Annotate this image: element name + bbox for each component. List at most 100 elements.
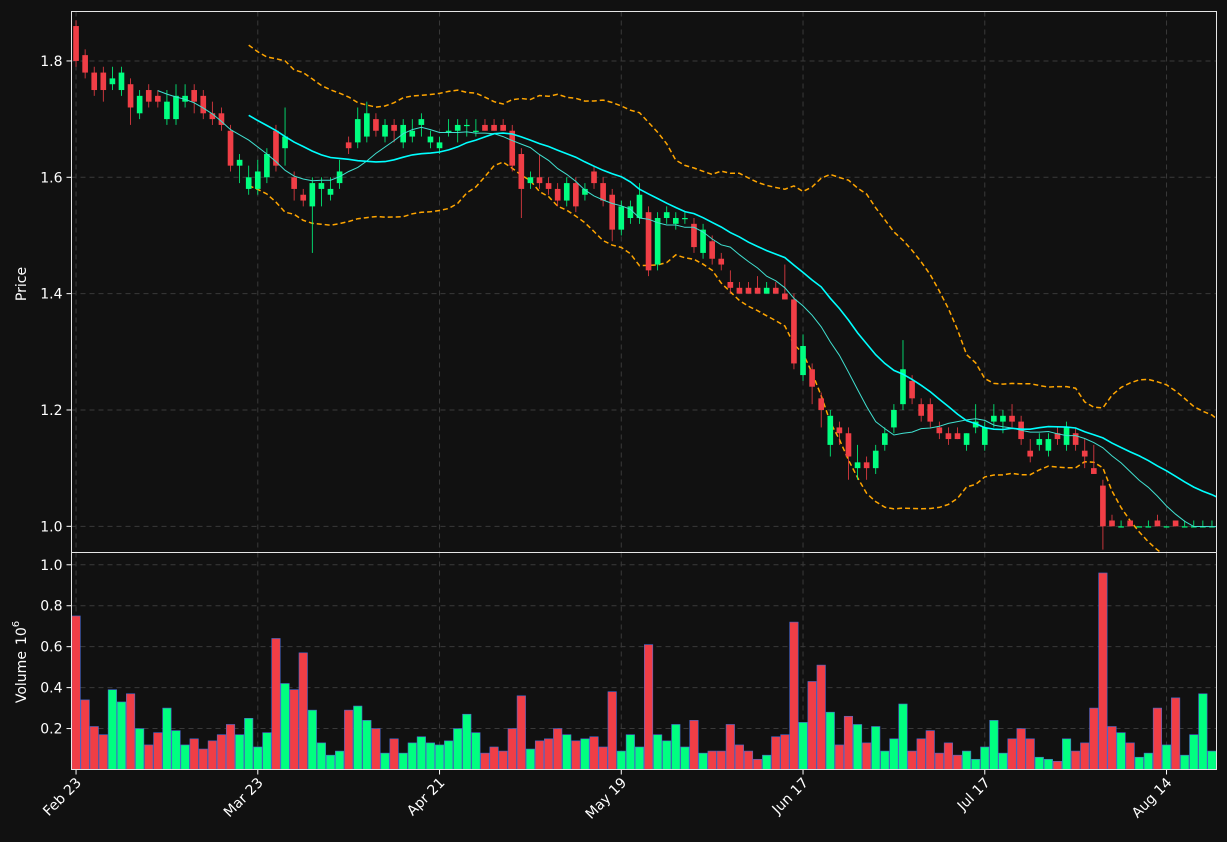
volume-bar	[1098, 572, 1108, 770]
price-tick-label: 1.4	[40, 287, 62, 303]
candle-body	[382, 124, 388, 137]
candle-body	[209, 113, 216, 120]
volume-bar	[534, 740, 545, 770]
volume-bar	[725, 724, 735, 770]
volume-bar	[771, 736, 781, 770]
volume-bar	[780, 734, 790, 770]
volume-bar	[643, 644, 654, 770]
volume-bar	[1198, 693, 1208, 770]
candle-body	[1027, 450, 1034, 457]
candle-body	[364, 113, 370, 137]
volume-bar	[625, 734, 635, 770]
volume-bar	[880, 750, 890, 770]
volume-bar	[498, 750, 508, 770]
candle-body	[900, 369, 906, 405]
candle-body	[645, 212, 652, 271]
volume-bar	[434, 744, 445, 770]
volume-bar	[562, 734, 572, 770]
candle-body	[672, 218, 679, 224]
volume-bar	[862, 742, 872, 770]
candle-body	[881, 433, 888, 445]
volume-bar	[1180, 754, 1190, 770]
volume-bar	[244, 718, 254, 770]
volume-bar	[289, 689, 299, 770]
volume-bar	[1143, 752, 1153, 770]
volume-bar	[998, 752, 1008, 770]
volume-bar	[1107, 726, 1117, 770]
candle-body	[354, 119, 361, 143]
volume-bar	[389, 738, 399, 770]
volume-bar	[898, 703, 908, 770]
candle-body	[454, 124, 461, 131]
volume-bar	[207, 740, 217, 770]
volume-bar	[344, 709, 354, 770]
candle-body	[1163, 526, 1170, 528]
candle-body	[291, 177, 297, 189]
volume-bar	[980, 746, 990, 770]
candle-body	[500, 124, 506, 131]
volume-bar	[335, 750, 345, 770]
candle-body	[1091, 468, 1097, 474]
candle-body	[1000, 415, 1006, 422]
candle-body	[182, 95, 188, 102]
candle-body	[155, 95, 161, 102]
volume-bar	[216, 734, 226, 770]
volume-bar	[943, 742, 953, 770]
volume-bar	[1161, 744, 1172, 770]
candle-body	[91, 72, 98, 91]
volume-bar	[825, 711, 835, 770]
volume-bar	[698, 752, 708, 770]
volume-bar	[907, 750, 917, 770]
candle-body	[854, 462, 861, 469]
candle-body	[264, 154, 270, 178]
x-tick-label: Jun 17	[769, 775, 812, 818]
volume-bar	[298, 652, 308, 770]
candle-body	[1118, 526, 1124, 528]
volume-bar	[471, 732, 481, 770]
candle-body	[700, 229, 706, 253]
volume-bar	[689, 720, 699, 770]
candle-body	[772, 287, 779, 294]
volume-bar	[962, 750, 972, 770]
volume-bar	[716, 750, 726, 770]
candle-body	[818, 398, 825, 410]
volume-y-ticks: 0.2 0.4 0.6 0.8 1.0	[40, 558, 72, 738]
candle-body	[1045, 439, 1052, 451]
volume-bar	[171, 730, 181, 770]
candle-body	[473, 130, 479, 132]
candle-body	[73, 26, 79, 61]
volume-bar	[262, 732, 272, 770]
volume-bar	[925, 730, 935, 770]
candle-body	[118, 72, 125, 91]
candle-body	[491, 124, 497, 131]
volume-bar	[280, 683, 290, 770]
volume-bar	[589, 736, 599, 770]
volume-bar	[480, 752, 490, 770]
candle-body	[591, 171, 597, 184]
candle-body	[245, 177, 252, 189]
x-tick-label: Mar 23	[221, 775, 267, 821]
candle-body	[582, 188, 588, 195]
candle-body	[627, 206, 634, 219]
volume-bar	[516, 695, 526, 770]
candle-body	[836, 427, 843, 434]
candle-body	[173, 95, 179, 120]
candle-body	[891, 409, 897, 428]
candle-body	[981, 427, 988, 445]
candles	[73, 20, 1215, 550]
volume-bar	[734, 744, 744, 770]
volume-bar	[816, 664, 826, 770]
candle-body	[709, 241, 715, 259]
candle-body	[191, 90, 197, 102]
volume-bar	[653, 734, 663, 770]
volume-bar	[871, 726, 881, 770]
candle-body	[1181, 526, 1188, 528]
candle-body	[545, 183, 552, 189]
candle-body	[991, 415, 997, 422]
volume-bar	[126, 693, 136, 770]
volume-bar	[934, 752, 944, 770]
volume-tick-label: 0.4	[40, 681, 62, 697]
candle-body	[809, 369, 815, 387]
volume-bar	[598, 746, 608, 770]
candle-body	[409, 130, 416, 137]
